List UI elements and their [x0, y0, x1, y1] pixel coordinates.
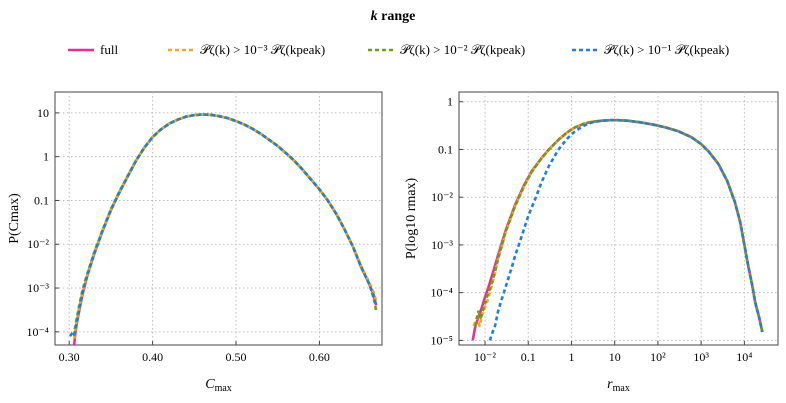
- grid-left: [55, 92, 382, 345]
- y-tick-label: 10⁻³: [27, 281, 49, 295]
- x-tick-label: 1: [568, 350, 574, 364]
- grid-right: [459, 92, 778, 345]
- x-tick-label: 0.50: [226, 350, 247, 364]
- legend-label-1e-1: 𝒫ζ(k) > 10⁻¹ 𝒫ζ(kpeak): [604, 42, 729, 57]
- legend-title-rest: range: [378, 9, 416, 24]
- x-tick-label: 10⁴: [736, 350, 752, 364]
- plot-frame-left: [54, 91, 383, 346]
- x-tick-label: 10²: [650, 350, 666, 364]
- x-axis-label-left-main: C: [205, 377, 215, 392]
- legend: full 𝒫ζ(k) > 10⁻³ 𝒫ζ(kpeak) 𝒫ζ(k) > 10⁻² 𝒫…: [68, 42, 729, 57]
- panel-right: 10⁻² 0.1 1 10 10² 10³ 10⁴10⁻⁵10⁻⁴10⁻³10⁻²0.11 …: [404, 91, 779, 394]
- series-line-1e-2-left: [72, 113, 378, 337]
- ticks-left: 0.30 0.40 0.50 0.60 10⁻⁴ 10⁻³ 10⁻² 0.1 1 10: [26, 106, 329, 364]
- ticks-right: 10⁻² 0.1 1 10 10² 10³ 10⁴ 10⁻⁵ 10⁻⁴ 10⁻³ 10⁻² 0.1 1: [430, 95, 752, 364]
- series-line-full-left: [72, 113, 378, 346]
- legend-label-full: full: [100, 42, 118, 57]
- x-axis-label-right: rmax: [607, 377, 630, 394]
- x-tick-label: 10: [609, 350, 621, 364]
- y-tick-label: 0.1: [34, 193, 49, 207]
- x-tick-label: 0.60: [309, 350, 330, 364]
- legend-label-1e-2: 𝒫ζ(k) > 10⁻² 𝒫ζ(kpeak): [400, 42, 525, 57]
- y-axis-label-left: P(Cmax): [7, 193, 22, 244]
- y-tick-label: 10: [37, 106, 49, 120]
- plot-frame-right: [458, 91, 779, 346]
- y-tick-label: 1: [43, 150, 49, 164]
- y-tick-label: 10⁻⁴: [430, 286, 453, 300]
- x-axis-label-right-main: r: [607, 377, 613, 392]
- x-axis-label-left: Cmax: [205, 377, 232, 394]
- series-left: [68, 113, 378, 346]
- series-line-1e-2-right: [474, 118, 764, 333]
- series-line-full-right: [471, 118, 764, 341]
- legend-label-1e-3: 𝒫ζ(k) > 10⁻³ 𝒫ζ(kpeak): [200, 42, 325, 57]
- x-axis-label-left-sub: max: [215, 383, 232, 394]
- y-tick-label: 10⁻²: [431, 190, 453, 204]
- legend-title: k range: [371, 9, 416, 24]
- y-tick-label: 10⁻⁵: [430, 333, 453, 347]
- x-tick-label: 0.30: [59, 350, 80, 364]
- y-tick-label: 10⁻⁴: [26, 325, 49, 339]
- y-axis-label-right: P(log10 rmax): [404, 178, 419, 260]
- x-tick-label: 0.40: [142, 350, 163, 364]
- y-tick-label: 1: [447, 95, 453, 109]
- x-tick-label: 10³: [693, 350, 709, 364]
- legend-title-k: k: [371, 9, 378, 24]
- x-tick-label: 10⁻²: [474, 350, 496, 364]
- x-tick-label: 0.1: [521, 350, 536, 364]
- y-tick-label: 10⁻³: [431, 238, 453, 252]
- series-line-1e-1-left: [68, 113, 378, 338]
- series-right: [471, 118, 764, 341]
- y-tick-label: 0.1: [438, 142, 453, 156]
- series-line-1e-3-right: [472, 118, 764, 333]
- y-tick-label: 10⁻²: [27, 237, 49, 251]
- x-axis-label-right-sub: max: [613, 383, 630, 394]
- series-line-1e-3-left: [72, 113, 378, 339]
- series-line-1e-1-right: [488, 118, 764, 341]
